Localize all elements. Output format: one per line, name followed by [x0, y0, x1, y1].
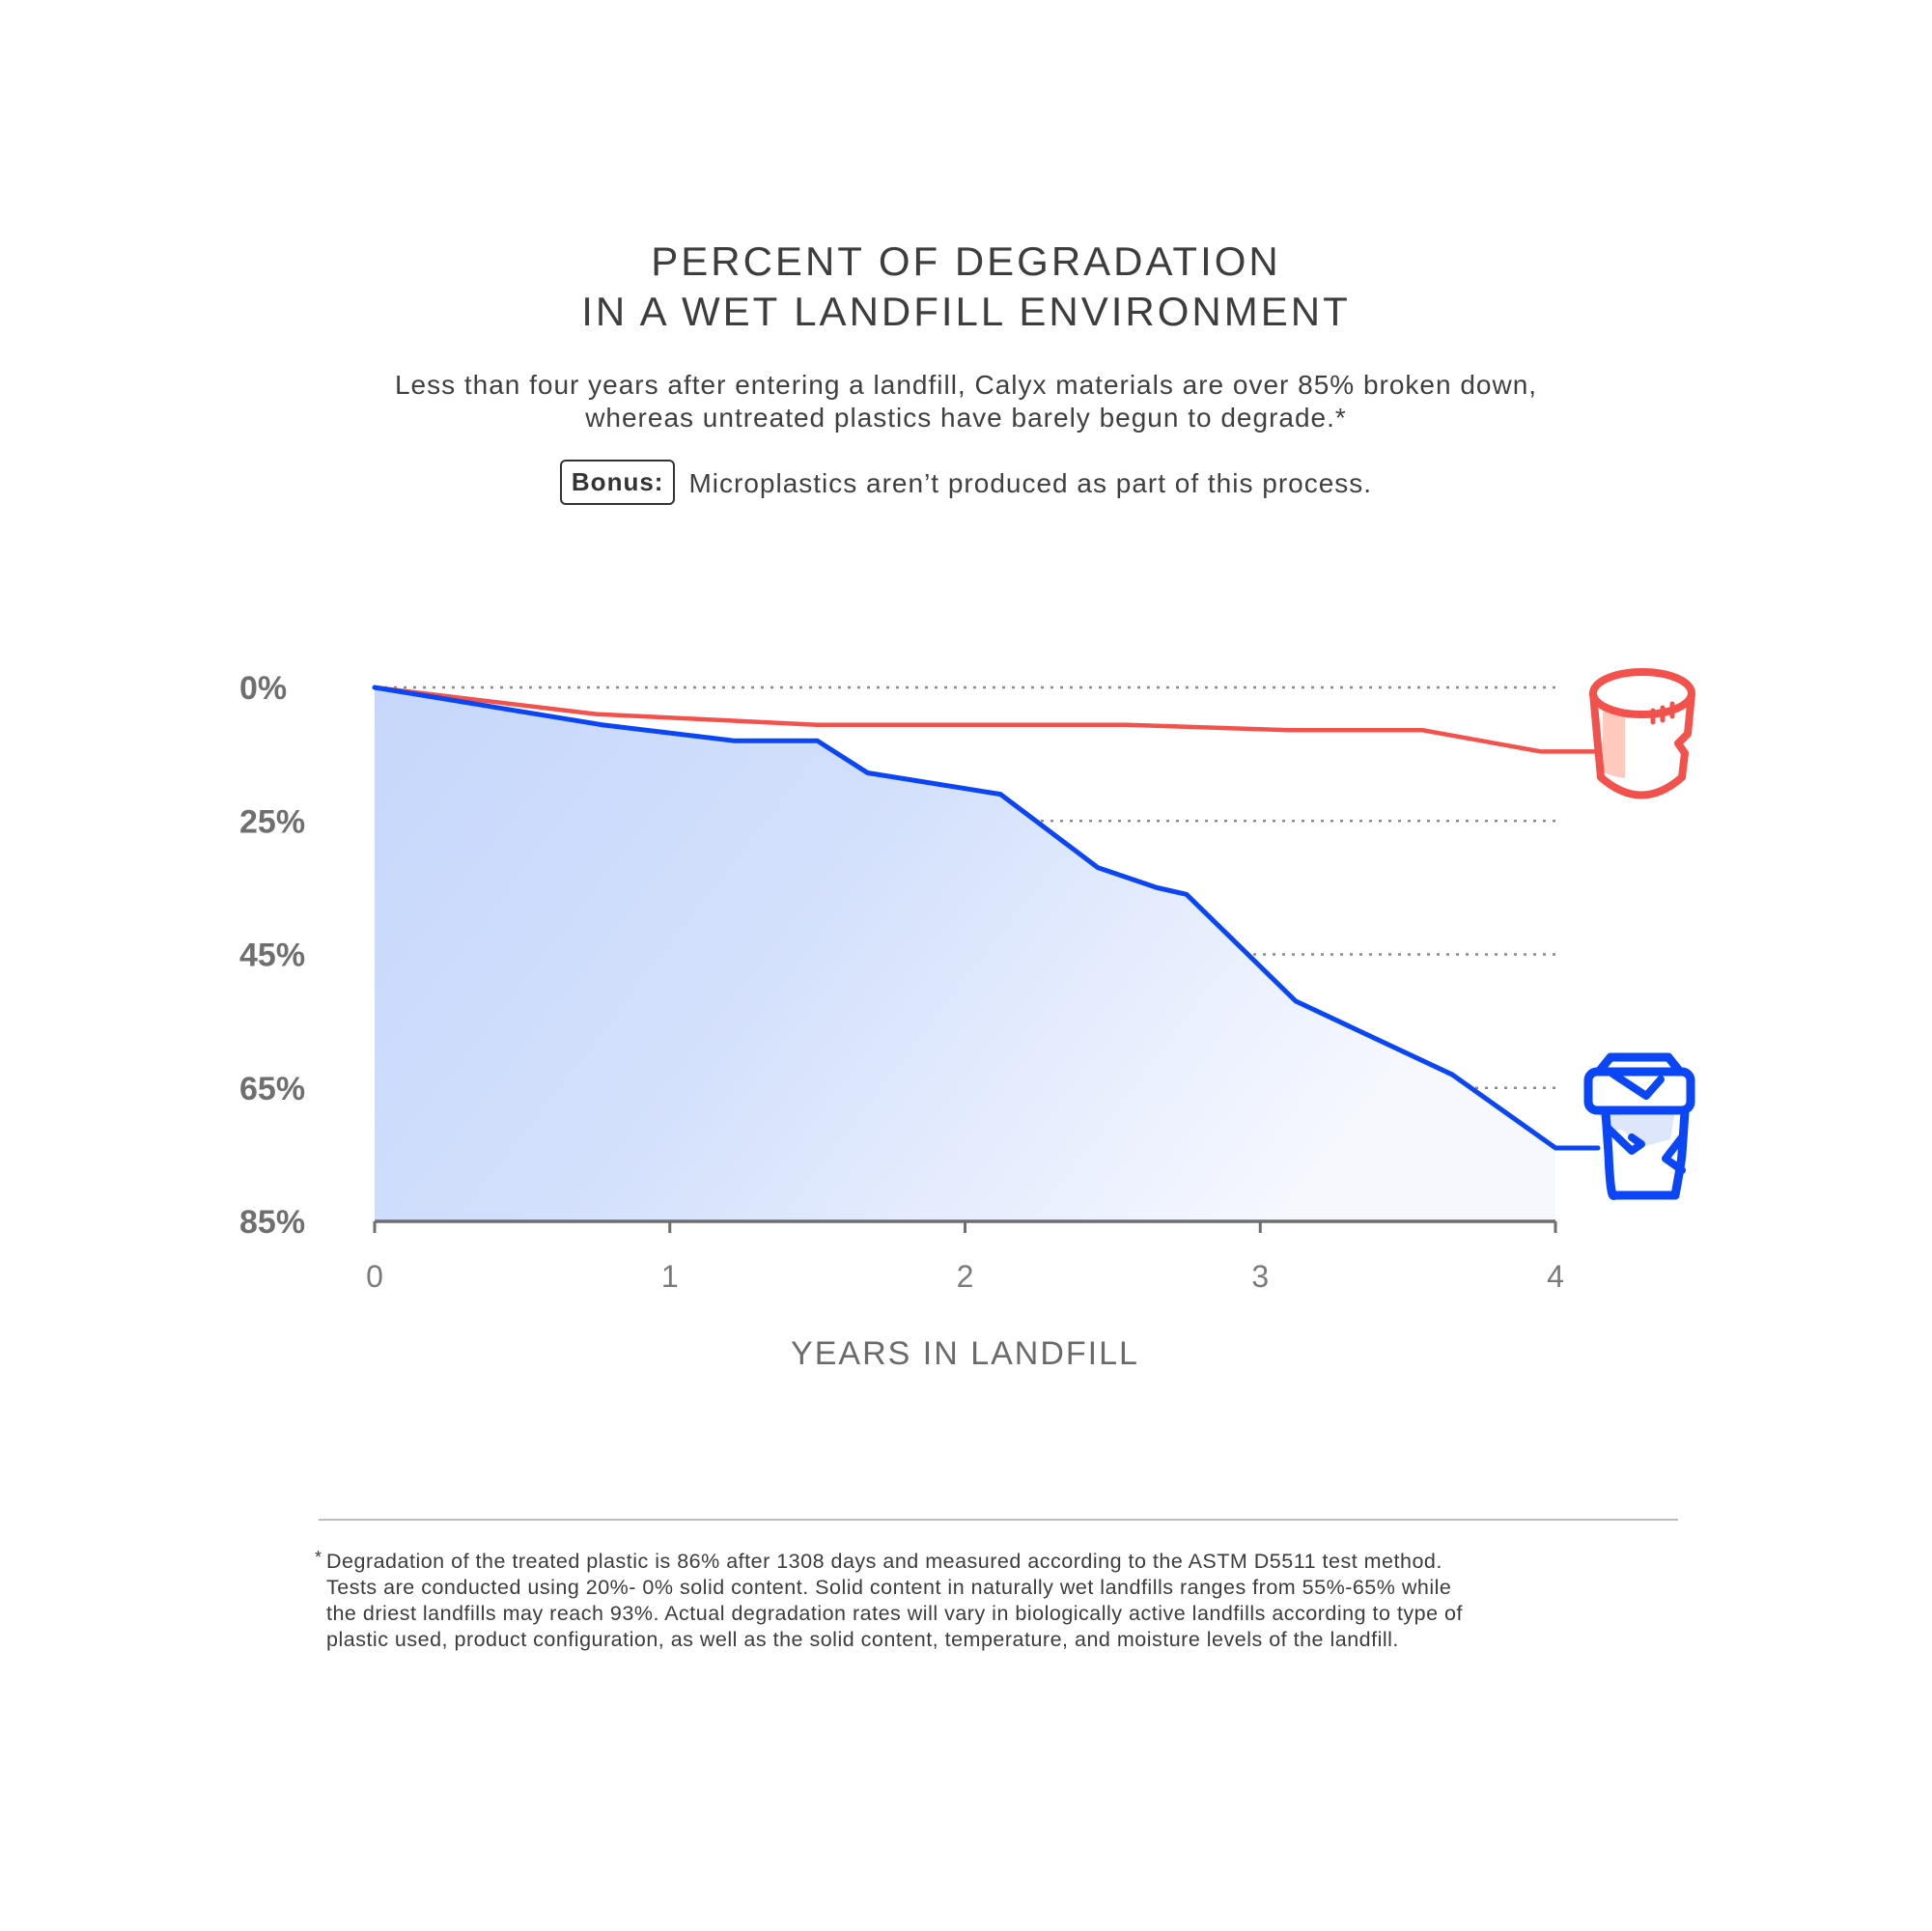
title-line-2: IN A WET LANDFILL ENVIRONMENT	[581, 289, 1351, 334]
x-tick-label: 4	[1547, 1259, 1564, 1294]
footnote-asterisk: *	[315, 1548, 322, 1567]
bonus-row: Bonus: Microplastics aren’t produced as p…	[0, 460, 1932, 505]
untreated-plastic-container-icon	[1589, 668, 1695, 799]
y-tick-label: 65%	[239, 1071, 305, 1107]
y-tick-label: 25%	[239, 803, 305, 840]
bonus-badge: Bonus:	[559, 460, 676, 505]
x-tick-label: 0	[366, 1259, 383, 1294]
subtitle-line-2: whereas untreated plastics have barely b…	[585, 403, 1347, 433]
series-area	[375, 687, 1555, 1221]
calyx-area	[375, 687, 1555, 1221]
y-tick-label: 45%	[239, 938, 305, 974]
x-axis-label: YEARS IN LANDFILL	[791, 1335, 1139, 1372]
title-line-1: PERCENT OF DEGRADATION	[651, 238, 1281, 284]
x-tick-labels: 0 1 2 3 4	[366, 1259, 1564, 1294]
y-tick-label: 85%	[239, 1204, 305, 1241]
footnote-line-1: Degradation of the treated plastic is 86…	[326, 1550, 1442, 1573]
bonus-text: Microplastics aren’t produced as part of…	[688, 467, 1373, 498]
y-tick-label: 0%	[239, 670, 287, 707]
x-tick-label: 2	[957, 1259, 974, 1294]
x-axis	[373, 1219, 1557, 1233]
chart-title: PERCENT OF DEGRADATION IN A WET LANDFILL…	[0, 237, 1932, 337]
x-tick-label: 3	[1251, 1259, 1269, 1294]
calyx-container-icon	[1583, 1052, 1695, 1200]
y-tick-labels: 0% 25% 45% 65% 85%	[239, 670, 305, 1241]
footnote-line-3: the driest landfills may reach 93%. Actu…	[326, 1602, 1463, 1625]
footnote-divider	[319, 1519, 1678, 1521]
series-lines	[372, 685, 1601, 1151]
footnote-line-4: plastic used, product configuration, as …	[326, 1628, 1399, 1651]
subtitle-line-1: Less than four years after entering a la…	[394, 370, 1538, 400]
footnote-line-2: Tests are conducted using 20%- 0% solid …	[326, 1576, 1452, 1599]
series-line	[372, 685, 1598, 754]
x-tick-label: 1	[661, 1259, 679, 1294]
chart-subtitle: Less than four years after entering a la…	[0, 369, 1932, 434]
